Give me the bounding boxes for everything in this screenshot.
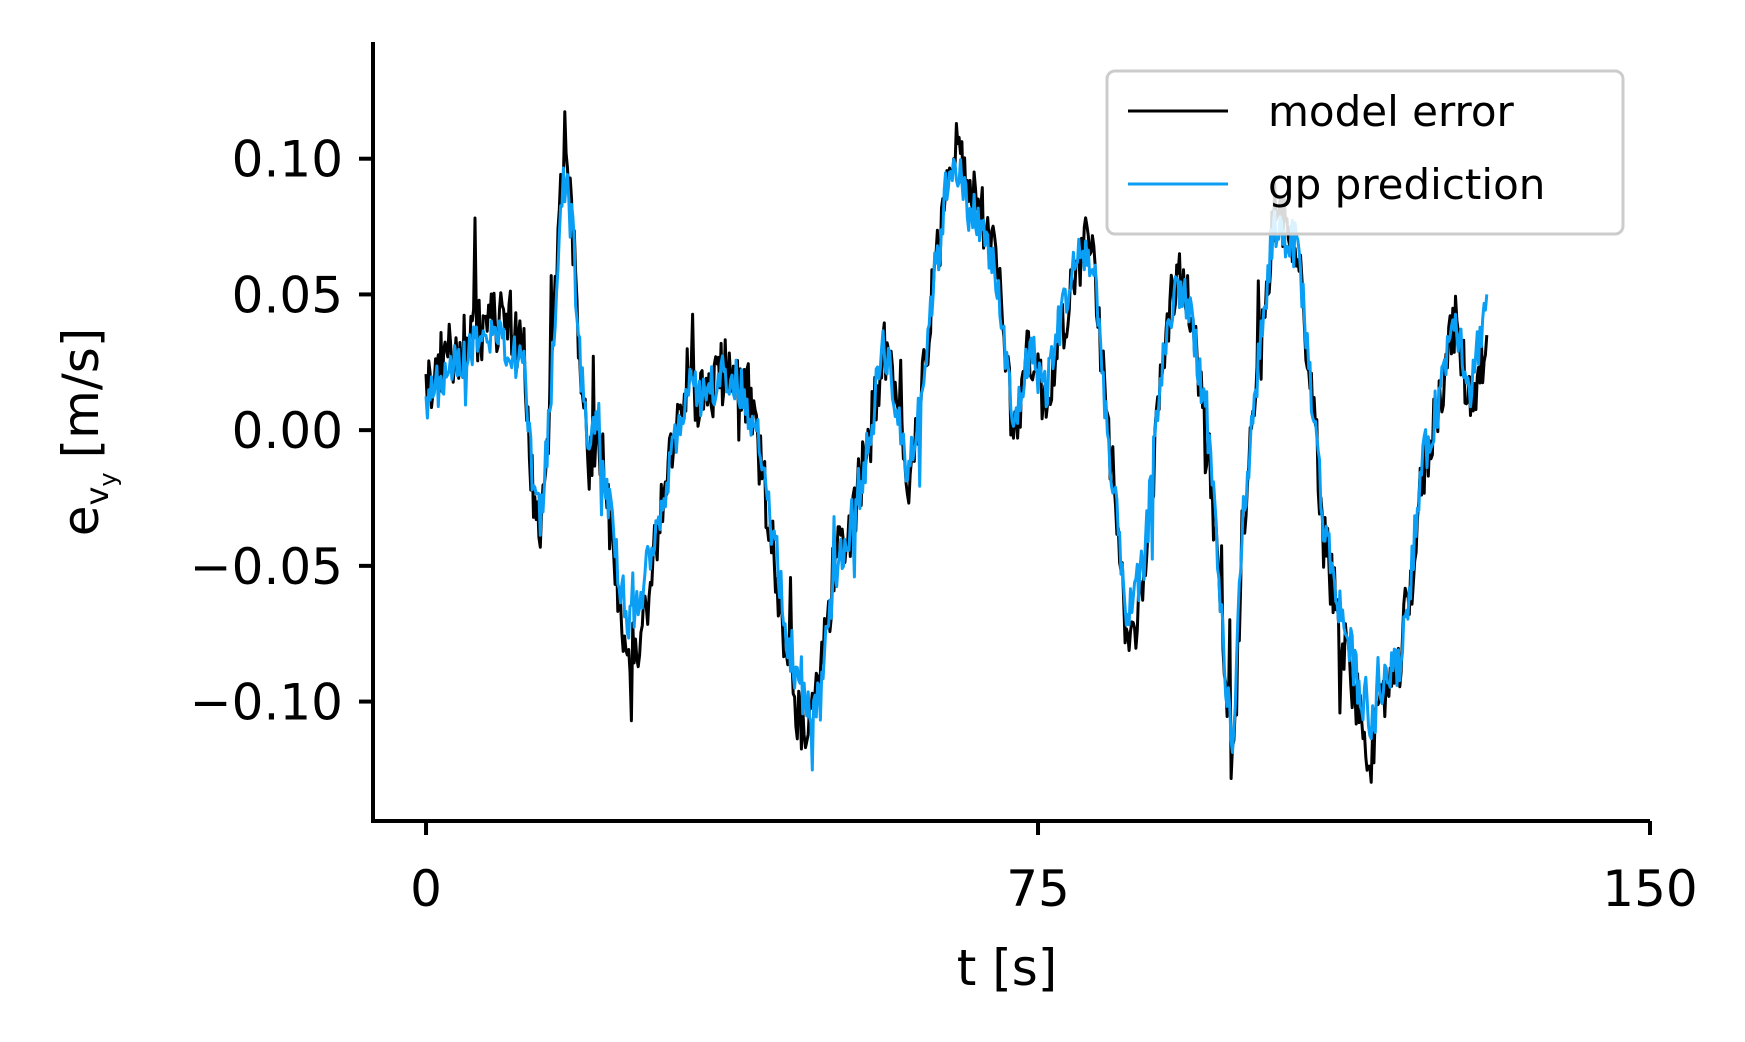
legend-label-model-error: model error bbox=[1268, 87, 1515, 136]
x-ticks: 0 75 150 bbox=[410, 821, 1698, 918]
series-line-gp-prediction bbox=[424, 157, 1489, 772]
y-ticks: −0.10 −0.05 0.00 0.05 0.10 bbox=[190, 131, 373, 732]
y-axis-label: evy [m/s] bbox=[52, 328, 122, 537]
legend-frame bbox=[1105, 69, 1625, 236]
y-axis-label-sub-v: v bbox=[78, 487, 116, 506]
y-axis-label-sub-y: y bbox=[94, 472, 122, 486]
x-tick-label: 0 bbox=[410, 860, 442, 918]
y-axis-label-unit: [m/s] bbox=[52, 328, 110, 459]
series-layer bbox=[424, 110, 1489, 784]
y-tick-label: −0.05 bbox=[190, 538, 343, 596]
y-tick-label: −0.10 bbox=[190, 674, 343, 732]
x-tick-label: 75 bbox=[1006, 860, 1070, 918]
x-axis-label: t [s] bbox=[957, 939, 1058, 997]
y-axis-label-main: e bbox=[52, 506, 110, 537]
x-tick-label: 150 bbox=[1602, 860, 1697, 918]
y-tick-label: 0.10 bbox=[232, 131, 343, 189]
legend: model error gp prediction bbox=[1105, 69, 1625, 236]
legend-label-gp-prediction: gp prediction bbox=[1268, 160, 1545, 209]
svg-text:evy[m/s]: evy [m/s] bbox=[52, 328, 122, 537]
y-tick-label: 0.05 bbox=[232, 266, 343, 324]
y-tick-label: 0.00 bbox=[232, 402, 343, 460]
